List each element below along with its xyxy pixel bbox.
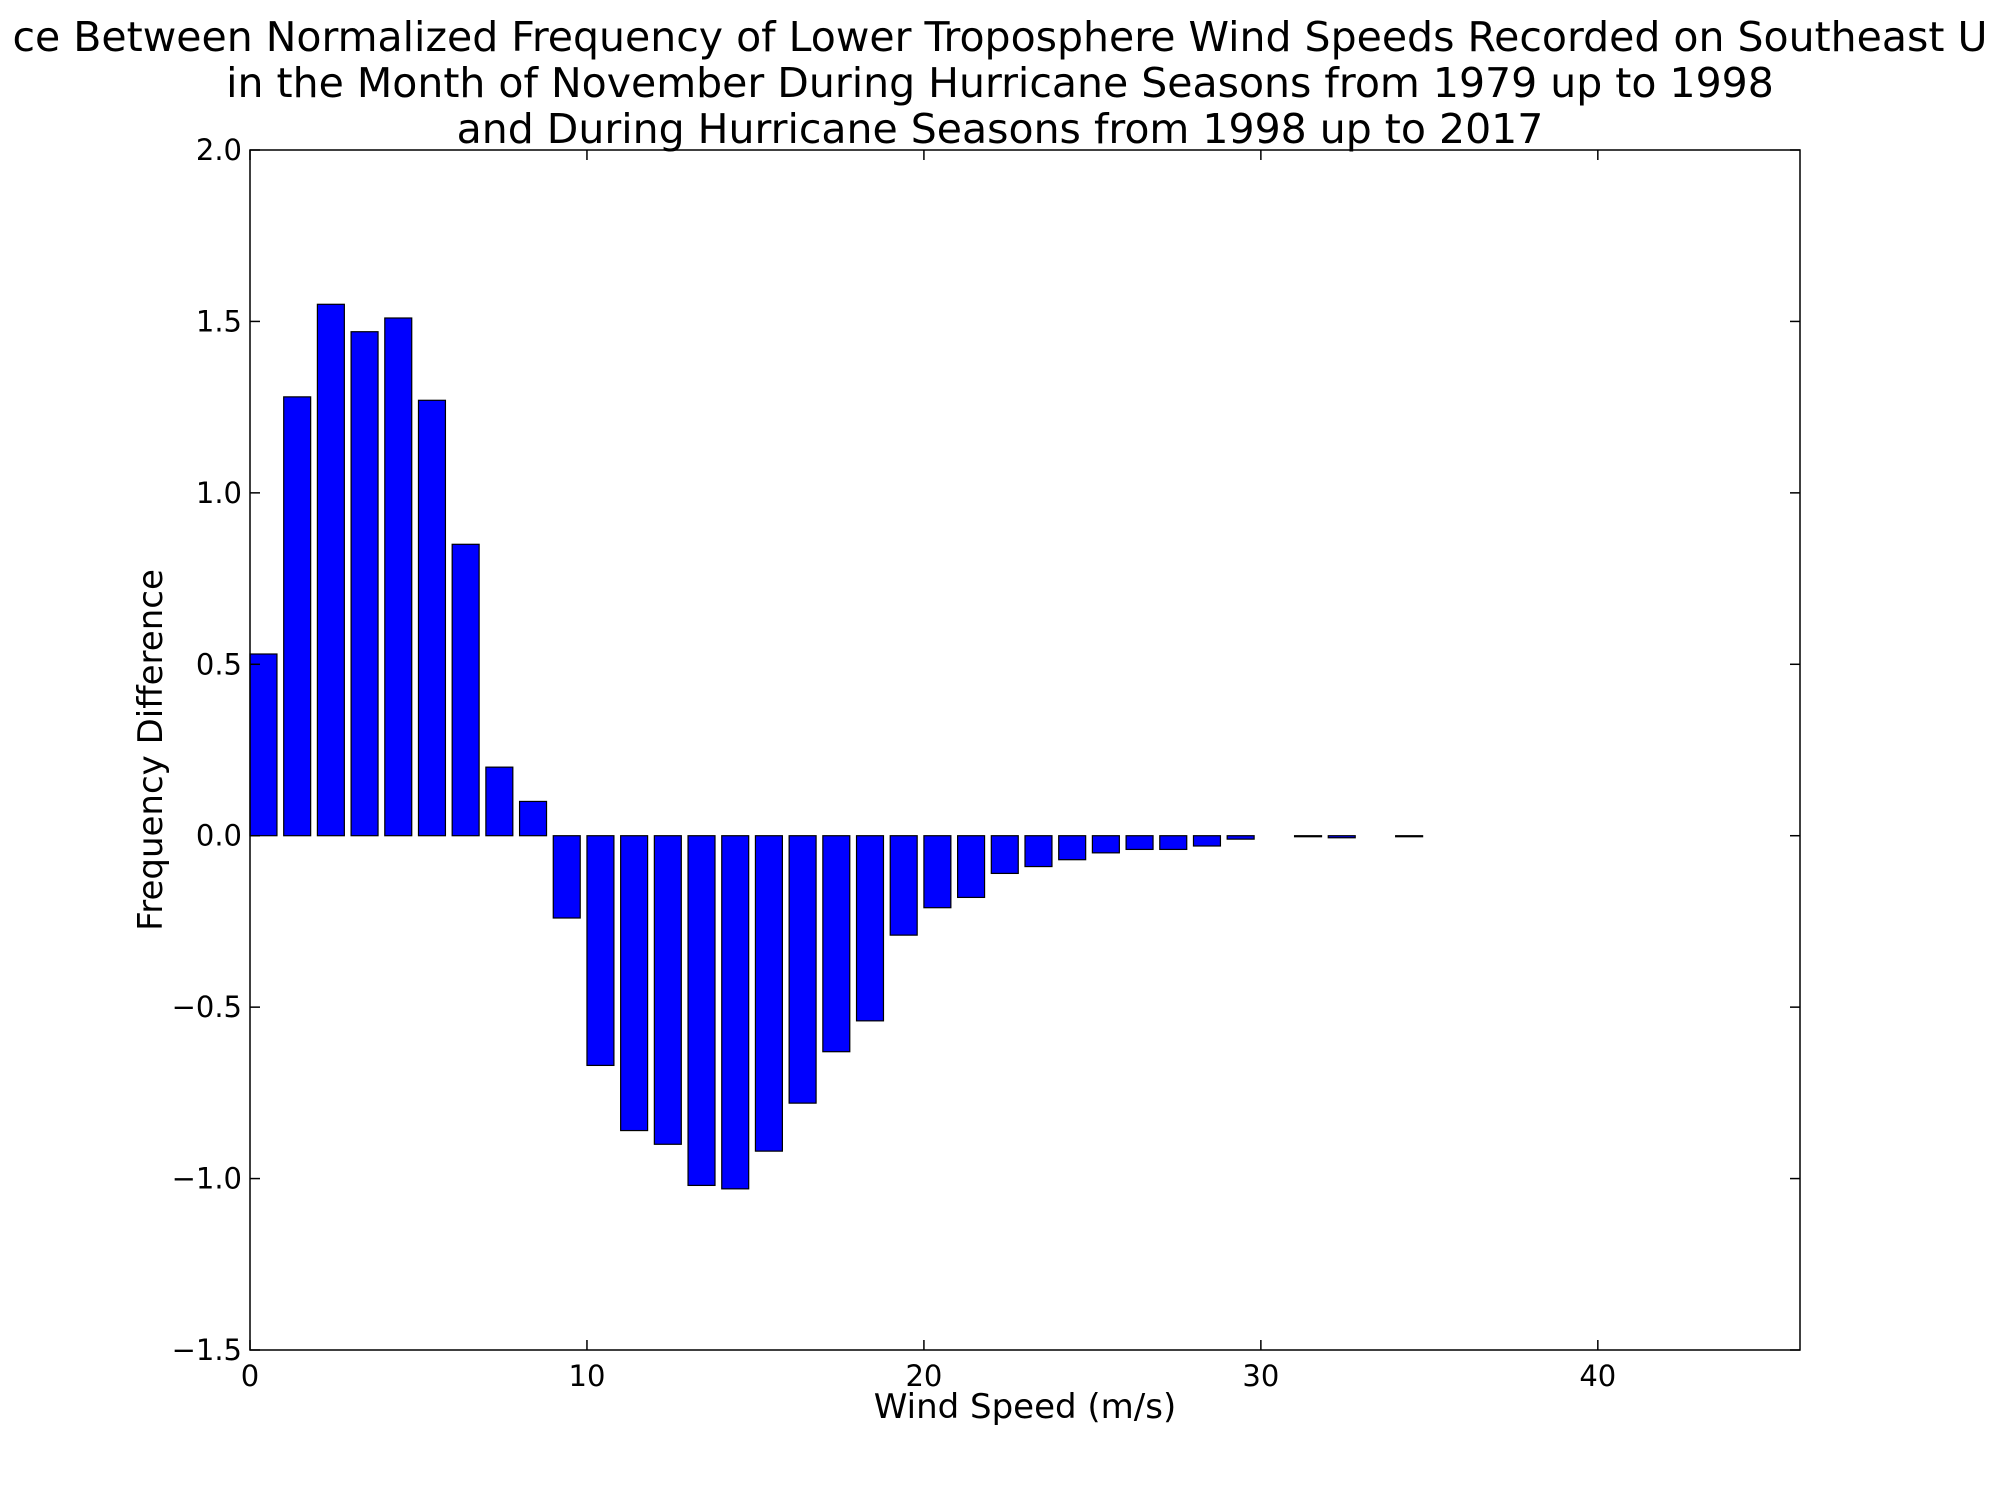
- bar-11: [620, 835, 649, 1132]
- chart-title-line-2: in the Month of November During Hurrican…: [226, 59, 1774, 107]
- y-tick-label: −1.0: [172, 1162, 242, 1196]
- x-tick-label: 0: [241, 1359, 259, 1393]
- bar-32: [1327, 835, 1356, 839]
- bar-6: [451, 543, 480, 837]
- bar-29: [1226, 835, 1255, 840]
- bar-15: [754, 835, 783, 1152]
- bar-31: [1293, 835, 1323, 838]
- bar-25: [1091, 835, 1120, 854]
- bar-27: [1159, 835, 1188, 851]
- x-tick-label: 40: [1579, 1359, 1616, 1393]
- bar-12: [653, 835, 682, 1145]
- y-axis-label: Frequency Difference: [131, 569, 171, 931]
- bar-1: [283, 396, 312, 837]
- y-tick-label: 2.0: [196, 133, 242, 167]
- bar-24: [1058, 835, 1087, 861]
- bar-7: [485, 766, 514, 837]
- bar-5: [417, 399, 447, 837]
- plot-area-frame: [249, 149, 1801, 1351]
- y-tick-label: −0.5: [172, 990, 242, 1024]
- y-tick-label: 0.5: [196, 647, 242, 681]
- chart-title-line-3: and During Hurricane Seasons from 1998 u…: [456, 105, 1544, 152]
- y-tick-label: 0.0: [196, 819, 242, 853]
- bar-19: [889, 835, 918, 936]
- bar-21: [957, 835, 986, 899]
- bar-9: [552, 835, 581, 919]
- bar-22: [990, 835, 1019, 875]
- y-tick-label: −1.5: [172, 1333, 242, 1367]
- x-tick-label: 30: [1242, 1359, 1279, 1393]
- bar-23: [1024, 835, 1053, 868]
- bar-0: [249, 653, 278, 837]
- x-tick-label: 10: [569, 1359, 606, 1393]
- bars-group: [249, 303, 1424, 1190]
- x-axis-label: Wind Speed (m/s): [874, 1387, 1176, 1427]
- bar-26: [1125, 835, 1154, 851]
- y-tick-label: 1.5: [196, 304, 242, 338]
- bar-2: [316, 303, 345, 837]
- bar-18: [855, 835, 885, 1022]
- bar-4: [384, 317, 413, 837]
- bar-13: [687, 835, 716, 1187]
- bar-17: [822, 835, 851, 1053]
- x-tick-label: 20: [905, 1359, 942, 1393]
- chart-title: ce Between Normalized Frequency of Lower…: [0, 14, 2000, 152]
- bar-28: [1192, 835, 1222, 847]
- bar-14: [721, 835, 750, 1190]
- bar-8: [518, 800, 548, 837]
- axis-ticks-group: 0 10 20 30 40 −1.5 −1.0 −0.5 0.0 0.5 1.0 1.5 2.0: [172, 133, 1800, 1393]
- bar-16: [788, 835, 817, 1104]
- bar-20: [923, 835, 952, 909]
- bar-10: [586, 835, 615, 1067]
- y-tick-label: 1.0: [196, 476, 242, 510]
- chart-title-line-1: ce Between Normalized Frequency of Lower…: [12, 14, 1988, 61]
- bar-34: [1395, 835, 1424, 838]
- bar-3: [350, 331, 379, 837]
